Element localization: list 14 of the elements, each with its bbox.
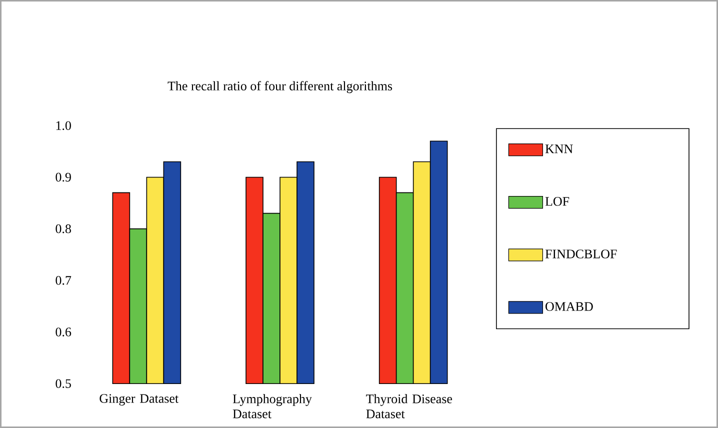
y-tick-label: 0.7 bbox=[56, 276, 72, 285]
legend-label: OMABD bbox=[546, 302, 593, 311]
legend-label: KNN bbox=[545, 144, 573, 154]
y-tick-label: 0.8 bbox=[56, 224, 71, 234]
chart-title: The recall ratio of four different algorithms bbox=[168, 81, 392, 94]
x-tick-label: Thyroid Disease Dataset bbox=[366, 394, 452, 418]
x-tick-label: Ginger Dataset bbox=[100, 394, 179, 406]
legend-label: LOF bbox=[545, 197, 570, 206]
x-tick-label: Lymphography Dataset bbox=[232, 394, 312, 418]
y-tick-label: 0.6 bbox=[56, 328, 72, 336]
y-tick-label: 0.5 bbox=[56, 379, 71, 388]
y-tick-label: 0.9 bbox=[56, 172, 71, 182]
legend-label: FINDCBLOF bbox=[545, 250, 617, 258]
y-tick-label: 1.0 bbox=[56, 121, 71, 130]
